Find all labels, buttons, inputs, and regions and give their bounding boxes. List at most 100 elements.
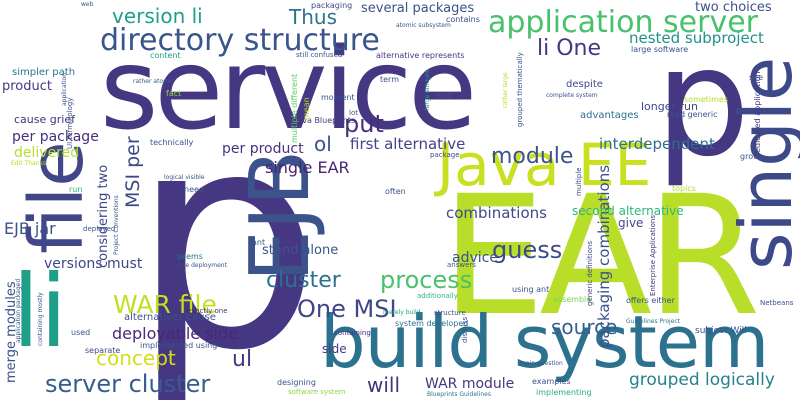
word-application: application: [61, 72, 68, 106]
word-several-packages: several packages: [361, 1, 475, 16]
word-alternatives-cause: alternatives cause: [124, 312, 216, 323]
word-system-developed: system developed: [395, 319, 469, 328]
word-large-amount: large amount: [424, 69, 431, 110]
word-java-ee: Java EE: [437, 131, 652, 199]
word-cluster: cluster: [266, 268, 341, 293]
word-content: content: [150, 51, 181, 60]
word-enterprise-applications: Enterprise Applications: [649, 215, 657, 296]
word-contains: contains: [446, 15, 480, 24]
word-designing: designing: [277, 378, 316, 387]
word-web: web: [81, 1, 94, 8]
word-moment: moment: [321, 93, 355, 102]
word-p-right: p: [655, 16, 751, 190]
word-application-packaged: application packaged: [15, 278, 22, 343]
word-service: service: [100, 25, 477, 155]
word-single: single: [724, 56, 800, 270]
word-give: give: [618, 216, 644, 230]
word-separate: separate: [85, 346, 121, 355]
word-see: see: [749, 73, 764, 82]
word-thus: Thus: [289, 5, 337, 29]
word-will: will: [367, 373, 401, 397]
word-ul: ul: [232, 347, 253, 372]
word-ejb-jar: EJB jar: [4, 219, 56, 238]
word-subject-will: subject Will: [695, 326, 747, 336]
word-source: source: [551, 315, 618, 339]
word-deployable-side: deployable side: [112, 324, 238, 343]
word-server-cluster: server cluster: [45, 370, 211, 398]
word-version-li: version li: [112, 4, 203, 28]
word-run: run: [69, 185, 83, 194]
word-war-module: WAR module: [425, 376, 515, 392]
word-used: used: [71, 328, 91, 337]
word-interdependent: interdependent: [599, 135, 715, 153]
word-merely-build: merely build: [383, 309, 421, 316]
word-using-ant: using ant: [512, 285, 550, 294]
word-packaging: packaging: [311, 1, 353, 10]
word-project-conventions: Project Conventions: [113, 195, 120, 255]
word-first-alternative: first alternative: [350, 135, 466, 153]
word-rather-large: rather large: [502, 72, 509, 108]
word-single-ear: single EAR: [265, 158, 350, 177]
word-offers-either: offers either: [626, 296, 675, 305]
word-netbeans: Netbeans: [760, 299, 794, 307]
word-lot: lot: [349, 109, 358, 117]
word-per-package: per package: [12, 129, 99, 145]
word-li: li: [12, 253, 68, 370]
word-ol: ol: [314, 132, 332, 156]
word-cause-grief: cause grief: [14, 113, 75, 126]
word-dedicated-application: dedicated application: [753, 71, 762, 158]
word-containing-mostly: containing mostly: [37, 292, 44, 346]
word-often: often: [385, 187, 406, 196]
word-ant: ant: [252, 238, 266, 247]
word-process: process: [380, 266, 473, 294]
word-per-product: per product: [222, 141, 304, 157]
word-ear: EAR: [441, 160, 761, 352]
word-topics: topics: [672, 184, 696, 193]
word-product: product: [2, 79, 53, 94]
word-one-msi: One MSI: [297, 295, 397, 323]
word-war-file: WAR file: [113, 290, 217, 319]
word-rather-atomic: rather atomic: [133, 78, 174, 85]
word-package: package: [430, 151, 460, 159]
word-nested-subproject: nested subproject: [629, 29, 764, 47]
word-group: group: [740, 152, 764, 161]
word-side: side: [322, 342, 347, 356]
word-term: term: [380, 75, 399, 84]
word-answers: answers: [447, 261, 476, 269]
word-assemble: assemble: [553, 295, 592, 304]
word-blueprints-guidelines: Blueprints Guidelines: [427, 391, 491, 398]
word-one-deployment: one deployment: [178, 262, 227, 269]
word-need: need: [184, 185, 204, 194]
word-advice: advice: [452, 250, 498, 266]
word-fact: fact: [166, 89, 182, 98]
word-seems: seems: [177, 252, 203, 261]
word-complete-system: complete system: [546, 92, 598, 99]
word-edit-thanks: Edit Thanks: [11, 160, 47, 167]
word-concept: concept: [96, 346, 176, 370]
word-main-question: main question: [520, 360, 563, 367]
word-despite: despite: [566, 79, 603, 90]
word-combinations: combinations: [446, 204, 547, 222]
word-containing: containing: [334, 329, 371, 337]
word-msi-per: MSI per: [122, 136, 144, 208]
word-dismiss: dismiss: [461, 316, 469, 343]
word-alternative-represents: alternative represents: [376, 51, 465, 60]
word-implemented-using: implemented using: [140, 341, 218, 350]
word-grouped-logically: grouped logically: [629, 370, 775, 390]
word-guess: guess: [492, 236, 563, 264]
word-simpler-path: simpler path: [12, 67, 76, 78]
word-module: module: [491, 144, 574, 169]
word-delivered: delivered: [14, 145, 80, 161]
word-longer-run: longer run: [641, 100, 698, 113]
word-li-one: li One: [537, 36, 602, 61]
word-guidelines-project: Guidelines Project: [626, 318, 681, 325]
word-software-system: software system: [288, 388, 346, 396]
word-packaging-combinations: packaging combinations: [595, 164, 613, 348]
word-two-choices: two choices: [695, 0, 772, 15]
word-logical-visible: logical visible: [164, 174, 205, 181]
word-grouped-thematically: grouped thematically: [516, 52, 524, 127]
word-examples: examples: [532, 377, 571, 386]
word-stand-alone: stand alone: [262, 243, 339, 258]
word-application-server: application server: [488, 5, 758, 40]
